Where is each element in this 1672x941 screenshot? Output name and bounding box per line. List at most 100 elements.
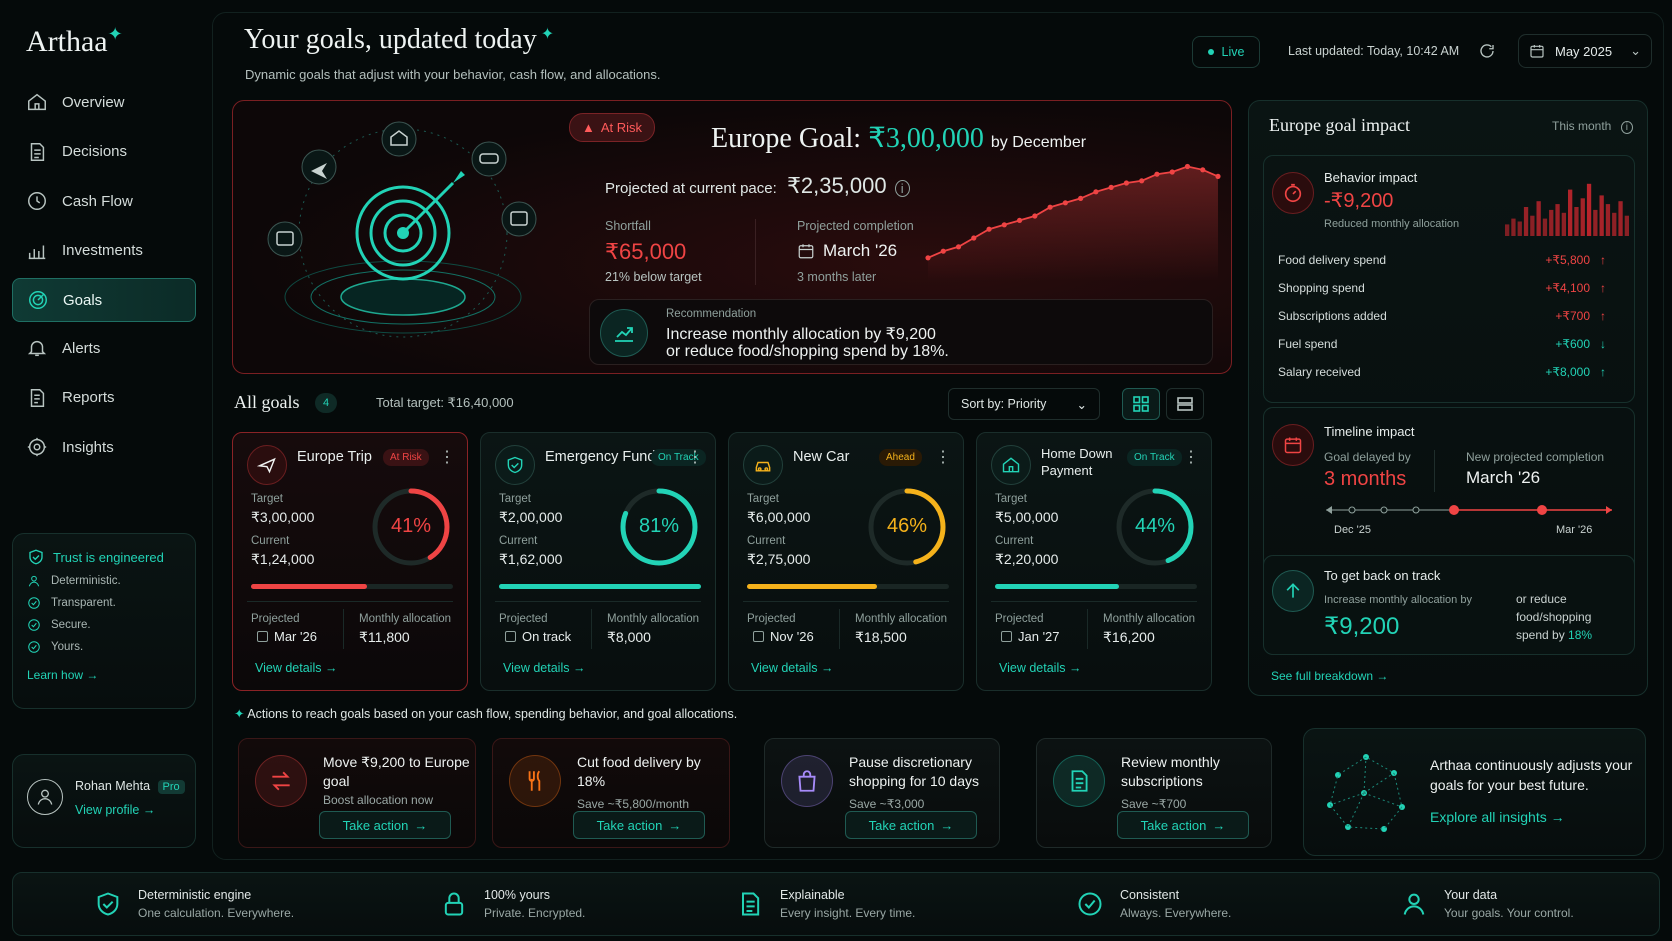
pace-trend-chart <box>925 163 1221 281</box>
progress-bar-fill <box>747 584 878 589</box>
action-title: Pause discretionary shopping for 10 days <box>849 754 979 789</box>
network-globe-icon <box>1327 754 1405 832</box>
impact-bar <box>1593 209 1598 236</box>
view-details-link[interactable]: View details → <box>503 661 586 675</box>
action-subtitle: Boost allocation now <box>323 793 434 807</box>
goal-card[interactable]: Europe Trip At Risk ⋮ Target ₹3,00,000 C… <box>232 432 468 691</box>
timeline-track <box>1326 505 1612 515</box>
take-action-button[interactable]: Take action → <box>319 811 451 839</box>
impact-bar <box>1618 201 1623 236</box>
goal-icon-wrap <box>991 445 1031 485</box>
trust-list: Deterministic. Transparent. Secure. Yours. <box>27 574 181 654</box>
take-action-button[interactable]: Take action → <box>573 811 705 839</box>
more-options-icon[interactable]: ⋮ <box>687 449 703 466</box>
trend-point <box>1047 204 1053 210</box>
impact-bar <box>1511 218 1516 236</box>
avatar[interactable] <box>27 779 63 815</box>
view-details-link[interactable]: View details → <box>751 661 834 675</box>
more-options-icon[interactable]: ⋮ <box>439 449 455 466</box>
completion-value: March '26 <box>797 241 897 261</box>
sidebar-item-label: Overview <box>62 93 125 111</box>
take-action-button[interactable]: Take action → <box>1117 811 1249 839</box>
action-title: Move ₹9,200 to Europe goal <box>323 754 470 789</box>
explore-insights-link[interactable]: Explore all insights → <box>1430 809 1565 825</box>
learn-how-link[interactable]: Learn how → <box>27 668 99 682</box>
goal-status-badge: On Track <box>651 449 706 466</box>
calendar-icon <box>1272 424 1314 466</box>
view-details-link[interactable]: View details → <box>999 661 1082 675</box>
take-action-button[interactable]: Take action → <box>845 811 977 839</box>
goal-card[interactable]: Home Down Payment On Track ⋮ Target ₹5,0… <box>976 432 1212 691</box>
goal-card[interactable]: New Car Ahead ⋮ Target ₹6,00,000 Current… <box>728 432 964 691</box>
transfer-icon <box>272 771 290 791</box>
more-options-icon[interactable]: ⋮ <box>935 449 951 466</box>
impact-row: Salary received +₹8,000 ↑ <box>1278 365 1606 379</box>
projected-value: Jan '27 <box>995 629 1060 644</box>
action-card: Review monthly subscriptions Save ~₹700 … <box>1036 738 1272 848</box>
trend-point <box>1123 180 1130 186</box>
target-label: Target <box>995 493 1027 505</box>
impact-bar <box>1612 212 1617 236</box>
progress-ring <box>868 488 946 566</box>
timeline-label: Timeline impact <box>1324 424 1415 439</box>
sort-dropdown[interactable]: Sort by: Priority ⌄ <box>948 388 1100 420</box>
calendar-icon <box>798 244 814 259</box>
impact-bar <box>1530 215 1535 236</box>
sidebar-item-overview[interactable]: Overview <box>12 80 196 124</box>
current-value: ₹2,20,000 <box>995 551 1059 567</box>
info-icon[interactable]: i <box>1620 121 1633 134</box>
airplane-icon <box>257 457 276 474</box>
app-logo[interactable]: Arthaa✦ <box>26 24 123 58</box>
action-title: Review monthly subscriptions <box>1121 754 1220 789</box>
progress-percent: 81% <box>638 515 680 537</box>
progress-bar <box>747 584 949 589</box>
sidebar-item-decisions[interactable]: Decisions <box>12 130 196 174</box>
arrow-up-icon: ↑ <box>1600 309 1606 323</box>
trend-point <box>1169 169 1175 175</box>
trend-point <box>940 248 946 254</box>
goal-icon-wrap <box>247 445 287 485</box>
sidebar-item-investments[interactable]: Investments <box>12 229 196 273</box>
sidebar-item-cash-flow[interactable]: Cash Flow <box>12 179 196 223</box>
more-options-icon[interactable]: ⋮ <box>1183 449 1199 466</box>
calendar-icon <box>1001 631 1012 642</box>
target-label: Target <box>251 493 283 505</box>
grid-view-toggle[interactable] <box>1122 388 1160 420</box>
calendar-icon <box>505 631 516 642</box>
info-icon[interactable]: i <box>894 180 910 197</box>
sidebar-item-alerts[interactable]: Alerts <box>12 326 196 370</box>
impact-bar <box>1536 201 1541 236</box>
behavior-bars-chart <box>1505 183 1629 236</box>
impact-bar <box>1586 183 1592 236</box>
user-icon <box>1403 893 1425 915</box>
view-profile-link[interactable]: View profile → <box>75 803 156 817</box>
divider <box>1434 450 1435 492</box>
clock-icon <box>26 190 48 212</box>
divider <box>991 601 1197 602</box>
action-subtitle: Save ~₹3,000 <box>849 797 925 811</box>
document-icon <box>1071 770 1088 792</box>
full-breakdown-link[interactable]: See full breakdown → <box>1271 669 1389 683</box>
calendar-icon <box>1530 45 1544 58</box>
delay-label: Goal delayed by <box>1324 450 1411 464</box>
trend-point <box>1032 213 1038 219</box>
progress-bar <box>499 584 701 589</box>
trend-point <box>1200 167 1206 173</box>
check-circle-icon <box>28 619 40 631</box>
action-title: Cut food delivery by 18% <box>577 754 701 789</box>
sidebar-item-goals[interactable]: Goals <box>12 278 196 322</box>
refresh-icon[interactable] <box>1478 42 1496 65</box>
goal-name: New Car <box>793 449 850 465</box>
shortfall-value: ₹65,000 <box>605 239 687 264</box>
goal-card[interactable]: Emergency Fund On Track ⋮ Target ₹2,00,0… <box>480 432 716 691</box>
bar-chart-icon <box>26 240 48 262</box>
actions-header: ✦ Actions to reach goals based on your c… <box>234 707 738 721</box>
view-details-link[interactable]: View details → <box>255 661 338 675</box>
sidebar-item-reports[interactable]: Reports <box>12 376 196 420</box>
sidebar-item-insights[interactable]: Insights <box>12 425 196 469</box>
track-label: To get back on track <box>1324 568 1441 583</box>
live-badge[interactable]: Live <box>1192 36 1260 68</box>
arrow-right-icon: → <box>668 817 682 833</box>
list-view-toggle[interactable] <box>1166 388 1204 420</box>
month-selector[interactable]: May 2025 ⌄ <box>1518 34 1652 68</box>
